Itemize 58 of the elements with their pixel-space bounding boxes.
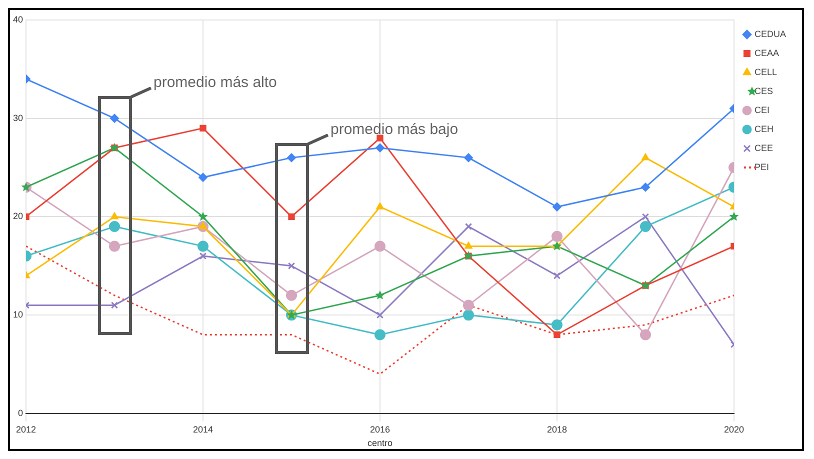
point — [552, 319, 562, 330]
point — [286, 290, 298, 301]
point — [374, 240, 386, 252]
y-tick-label: 40 — [12, 14, 24, 24]
point — [200, 124, 206, 132]
point — [198, 172, 208, 182]
point — [640, 221, 651, 232]
x-tick-label: 2012 — [16, 424, 36, 434]
point — [288, 262, 296, 270]
legend-label: CES — [754, 86, 774, 96]
point — [21, 182, 31, 192]
y-tick-label: 30 — [12, 112, 24, 123]
x-tick-label: 2016 — [370, 424, 390, 434]
y-tick-label: 0 — [18, 408, 24, 418]
point — [198, 212, 208, 221]
x-tick-label: 2020 — [724, 424, 744, 434]
x-tick-label: 2018 — [546, 424, 568, 434]
point — [464, 153, 473, 162]
y-tick-label: 10 — [12, 310, 24, 320]
legend-label: CELL — [754, 66, 778, 77]
point — [463, 310, 474, 321]
legend-label: CEI — [754, 104, 770, 115]
legend-label: CEH — [754, 124, 774, 134]
point — [288, 213, 295, 220]
y-tick-label: 20 — [12, 211, 24, 222]
point — [553, 272, 561, 280]
point — [110, 114, 120, 123]
annotation: promedio más alto — [154, 74, 277, 91]
point — [464, 242, 472, 249]
point — [109, 221, 120, 232]
point — [464, 222, 472, 230]
point — [198, 240, 209, 252]
point — [287, 153, 296, 162]
legend-label: CEAA — [754, 48, 780, 58]
point — [199, 252, 207, 260]
point — [376, 311, 384, 319]
point — [729, 212, 739, 221]
point — [110, 302, 118, 309]
annotation: promedio más bajo — [330, 120, 458, 138]
point — [640, 182, 650, 192]
point — [376, 202, 384, 210]
x-tick-label: 2014 — [192, 424, 214, 434]
legend-label: CEDUA — [754, 28, 786, 39]
point — [640, 329, 651, 340]
point — [199, 222, 207, 230]
point — [552, 230, 562, 242]
point — [642, 153, 650, 160]
point — [109, 240, 120, 252]
point — [642, 213, 650, 220]
legend-label: CEE — [754, 142, 774, 153]
point — [552, 202, 562, 212]
point — [554, 331, 560, 338]
point — [376, 143, 385, 152]
point — [375, 290, 385, 300]
point — [374, 329, 386, 340]
point — [463, 300, 474, 311]
point — [110, 212, 118, 220]
x-axis-title: centro — [367, 438, 393, 448]
